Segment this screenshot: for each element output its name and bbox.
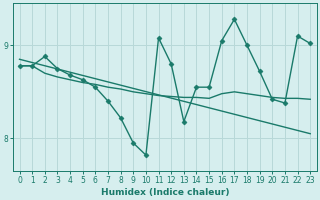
X-axis label: Humidex (Indice chaleur): Humidex (Indice chaleur): [100, 188, 229, 197]
